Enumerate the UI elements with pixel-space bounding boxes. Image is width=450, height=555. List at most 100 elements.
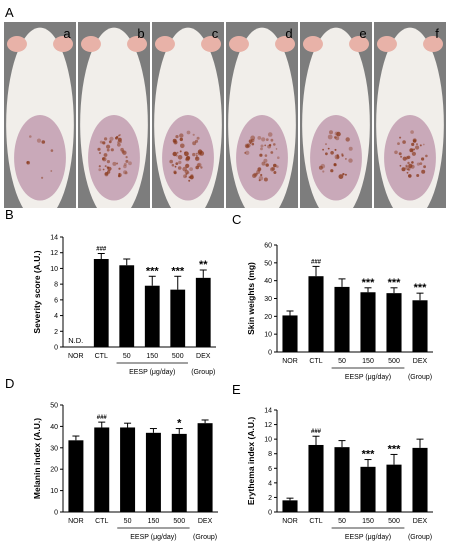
lesion-spot [341, 154, 344, 157]
mouse-photo: a [4, 22, 76, 208]
lesion-spot [322, 170, 325, 173]
lesion-spot [245, 144, 250, 149]
x-tick-label: 150 [148, 518, 160, 525]
mouse-label: e [359, 26, 366, 41]
lesion-spot [411, 151, 416, 156]
lesion-spot [26, 160, 31, 165]
photo-panel: Aa b c d e f [4, 5, 446, 208]
bar [144, 285, 160, 347]
lesion-spot [116, 162, 119, 165]
lesion-spot [50, 149, 54, 152]
lesion-spot [421, 169, 426, 174]
bar [412, 447, 428, 512]
lesion-spot [106, 160, 110, 164]
lesion-spot [270, 151, 274, 154]
y-tick-label: 10 [50, 266, 58, 273]
lesion-spot [171, 163, 175, 167]
x-tick-label: DEX [413, 518, 428, 525]
bar [360, 466, 376, 512]
lesion-spot [98, 151, 102, 155]
lesion-spot [195, 165, 199, 170]
bar [119, 265, 135, 347]
x-tick-label: 150 [362, 358, 374, 365]
shaved-skin [236, 115, 288, 201]
y-tick-label: 12 [264, 422, 272, 429]
bar [68, 440, 84, 512]
lesion-spot [125, 159, 129, 163]
significance-mark: *** [171, 265, 185, 277]
lesion-spot [276, 165, 279, 168]
mouse-ear [53, 36, 74, 52]
x-tick-label: CTL [309, 358, 322, 365]
y-tick-label: 40 [264, 278, 272, 285]
lesion-spot [336, 131, 341, 137]
chart-panel-b: B 0 2 4 6 8 10 12 14 Severity score (A.U.) N.D. NOR… [5, 207, 216, 376]
lesion-spot [273, 171, 277, 174]
lesion-spot [244, 151, 247, 154]
lesion-spot [336, 155, 340, 159]
x-group-label: EESP (μg/day) [129, 369, 175, 376]
lesion-spot [402, 140, 406, 144]
y-tick-label: 20 [264, 314, 272, 321]
lesion-spot [180, 143, 185, 149]
lesion-spot [260, 144, 264, 148]
y-tick-label: 50 [264, 260, 272, 267]
lesion-spot [415, 145, 420, 150]
bar [308, 444, 324, 512]
lesion-spot [115, 136, 118, 140]
mouse-ear [275, 36, 296, 52]
x-tick-label: 50 [338, 358, 346, 365]
chart-panel-e: E 0 2 4 6 8 10 12 14 Erythema index (A.U.) NOR ### C… [232, 382, 433, 541]
panel-letter-b: B [5, 207, 14, 222]
x-group-label: EESP (μg/day) [345, 534, 391, 541]
lesion-spot [189, 175, 194, 180]
lesion-spot [407, 168, 409, 171]
lesion-spot [122, 150, 127, 155]
lesion-spot [185, 157, 190, 162]
lesion-spot [197, 149, 203, 154]
lesion-spot [119, 140, 122, 143]
lesion-spot [118, 173, 122, 177]
lesion-spot [189, 167, 194, 172]
lesion-spot [412, 138, 417, 143]
lesion-spot [260, 147, 263, 151]
bar [334, 447, 350, 512]
y-tick-label: 12 [50, 250, 58, 257]
lesion-spot [416, 162, 420, 166]
lesion-spot [197, 162, 202, 168]
lesion-spot [423, 165, 426, 169]
y-tick-label: 30 [264, 296, 272, 303]
mouse-ear [80, 36, 101, 52]
bar [360, 292, 376, 352]
lesion-spot [268, 144, 272, 147]
y-tick-label: 6 [54, 297, 58, 304]
lesion-spot [399, 136, 402, 139]
lesion-spot [422, 143, 425, 146]
shaved-skin [310, 115, 362, 201]
lesion-spot [173, 171, 177, 175]
lesion-spot [336, 154, 339, 157]
lesion-spot [177, 166, 182, 170]
lesion-spot [125, 156, 128, 159]
mouse-photo: c [152, 22, 224, 208]
lesion-spot [185, 163, 190, 168]
lesion-spot [252, 173, 257, 178]
lesion-spot [342, 173, 345, 176]
lesion-spot [406, 171, 409, 174]
y-tick-label: 4 [268, 480, 272, 487]
lesion-spot [267, 132, 273, 137]
lesion-spot [245, 150, 250, 155]
lesion-spot [421, 157, 425, 161]
mouse-label: d [285, 26, 292, 41]
mouse-ear [6, 36, 27, 52]
bar [197, 423, 213, 512]
lesion-spot [196, 136, 200, 140]
lesion-spot [106, 148, 110, 152]
y-tick-label: 4 [54, 313, 58, 320]
significance-mark: *** [146, 265, 160, 277]
lesion-spot [325, 152, 328, 156]
lesion-spot [416, 143, 418, 145]
y-axis-label: Severity score (A.U.) [32, 250, 42, 333]
lesion-spot [325, 143, 327, 146]
